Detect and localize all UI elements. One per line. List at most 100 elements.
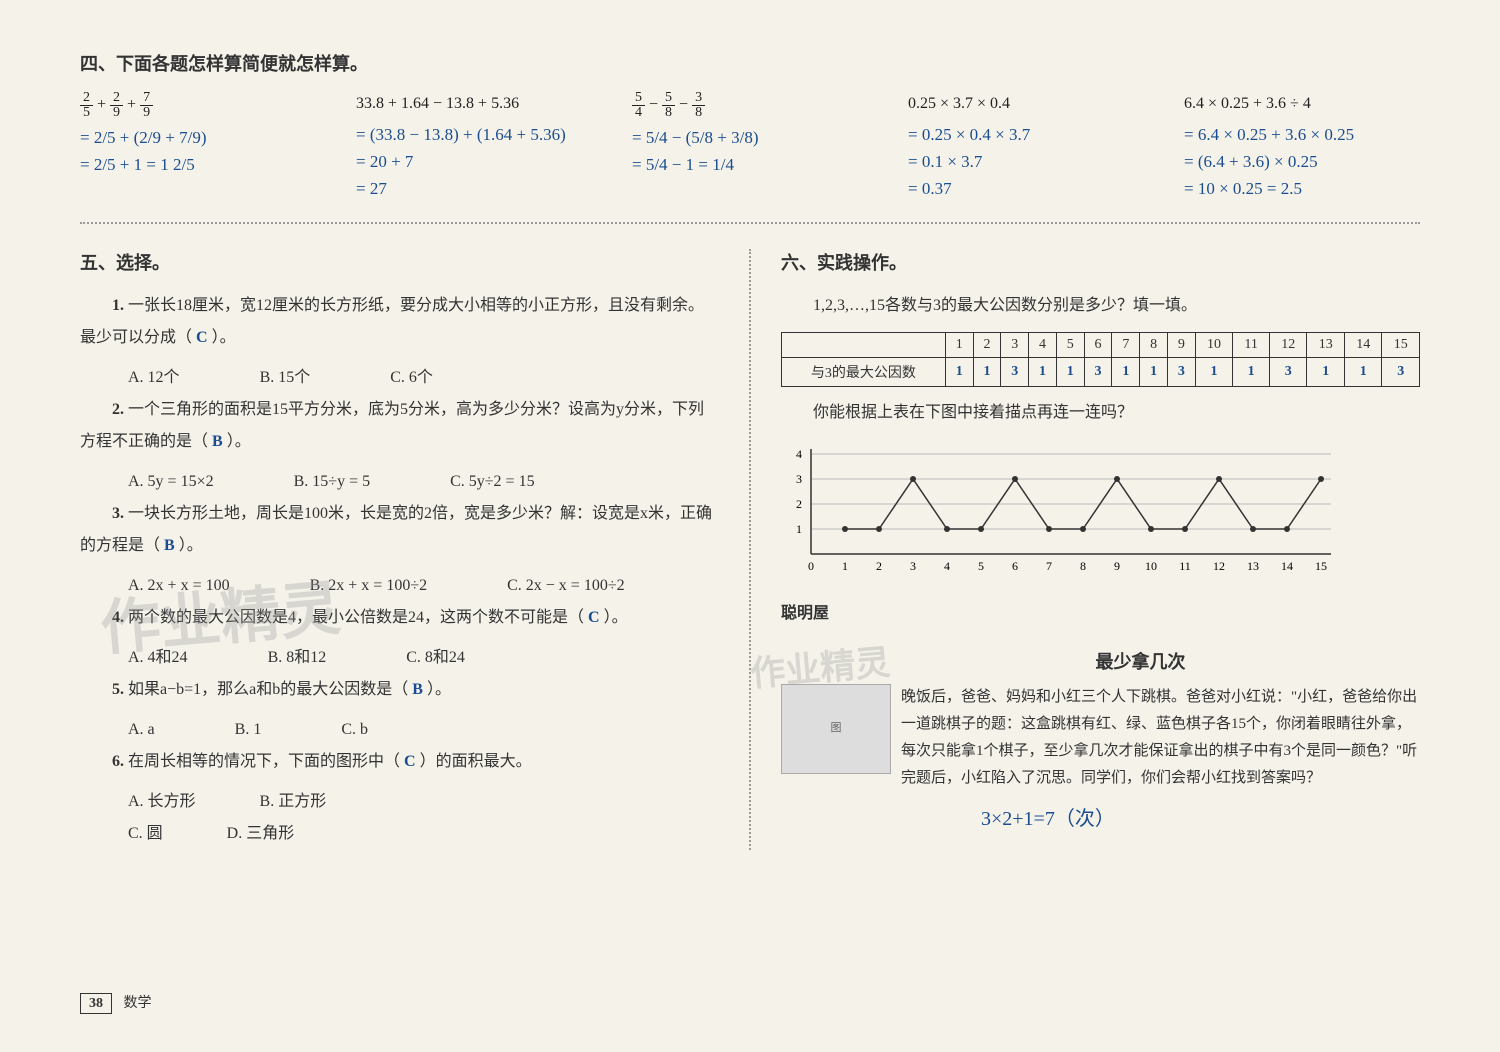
options-1: A. 12个B. 15个C. 6个 (80, 362, 719, 394)
question-6: 6. 在周长相等的情况下，下面的图形中（ C ）的面积最大。 (80, 746, 719, 778)
gcd-table: 123456789101112131415 与3的最大公因数1131131131… (781, 332, 1420, 387)
svg-text:14: 14 (1281, 559, 1293, 573)
num-header: 10 (1195, 333, 1232, 358)
calc-block-5: 6.4 × 0.25 + 3.6 ÷ 4 = 6.4 × 0.25 + 3.6 … (1184, 91, 1420, 202)
svg-text:1: 1 (796, 522, 802, 536)
question-4: 4. 两个数的最大公因数是4，最小公倍数是24，这两个数不可能是（ C ）。 (80, 602, 719, 634)
gcd-value: 1 (1140, 358, 1168, 387)
divider-vertical (749, 249, 751, 850)
num-header: 6 (1084, 333, 1112, 358)
section5: 五、选择。 1. 一张长18厘米，宽12厘米的长方形纸，要分成大小相等的小正方形… (80, 249, 719, 850)
options-5: A. aB. 1C. b (80, 714, 719, 746)
num-header: 11 (1233, 333, 1270, 358)
section6-title: 六、实践操作。 (781, 249, 1420, 275)
gcd-value: 1 (1112, 358, 1140, 387)
step: = 5/4 − (5/8 + 3/8) (632, 124, 868, 151)
num-header: 5 (1056, 333, 1084, 358)
step: = (6.4 + 3.6) × 0.25 (1184, 148, 1420, 175)
num-header: 3 (1001, 333, 1029, 358)
num-header: 9 (1167, 333, 1195, 358)
gcd-value: 1 (1056, 358, 1084, 387)
svg-text:2: 2 (876, 559, 882, 573)
gcd-value: 1 (945, 358, 973, 387)
svg-text:12: 12 (1213, 559, 1225, 573)
section6-intro: 1,2,3,…,15各数与3的最大公因数分别是多少？填一填。 (781, 290, 1420, 322)
num-header: 14 (1344, 333, 1381, 358)
calc-block-4: 0.25 × 3.7 × 0.4 = 0.25 × 0.4 × 3.7 = 0.… (908, 91, 1144, 202)
gcd-chart: 12340123456789101112131415 (781, 444, 1341, 584)
svg-text:0: 0 (808, 559, 814, 573)
calc-block-2: 33.8 + 1.64 − 13.8 + 5.36 = (33.8 − 13.8… (356, 91, 592, 202)
section4-title: 四、下面各题怎样算简便就怎样算。 (80, 50, 1420, 76)
step: = 5/4 − 1 = 1/4 (632, 151, 868, 178)
section6: 六、实践操作。 1,2,3,…,15各数与3的最大公因数分别是多少？填一填。 1… (781, 249, 1420, 850)
gcd-value: 3 (1167, 358, 1195, 387)
gcd-value: 1 (973, 358, 1001, 387)
options-4: A. 4和24B. 8和12C. 8和24 (80, 642, 719, 674)
gcd-value: 3 (1001, 358, 1029, 387)
svg-text:1: 1 (842, 559, 848, 573)
step: = 0.25 × 0.4 × 3.7 (908, 121, 1144, 148)
expr-3: 54 − 58 − 38 (632, 91, 868, 120)
num-header: 12 (1269, 333, 1306, 358)
step: = 0.37 (908, 175, 1144, 202)
calc-row: 25 + 29 + 79 = 2/5 + (2/9 + 7/9) = 2/5 +… (80, 91, 1420, 202)
expr-2: 33.8 + 1.64 − 13.8 + 5.36 (356, 91, 592, 117)
svg-text:11: 11 (1179, 559, 1191, 573)
section5-title: 五、选择。 (80, 249, 719, 275)
num-header: 4 (1029, 333, 1057, 358)
num-header: 13 (1307, 333, 1344, 358)
divider (80, 222, 1420, 224)
step: = (33.8 − 13.8) + (1.64 + 5.36) (356, 121, 592, 148)
gcd-value: 1 (1195, 358, 1232, 387)
story-answer: 3×2+1=7（次） (981, 802, 1420, 831)
step: = 6.4 × 0.25 + 3.6 × 0.25 (1184, 121, 1420, 148)
gcd-value: 1 (1307, 358, 1344, 387)
step: = 20 + 7 (356, 148, 592, 175)
svg-text:3: 3 (796, 472, 802, 486)
footer: 38 数学 (80, 992, 152, 1012)
svg-text:9: 9 (1114, 559, 1120, 573)
expr-5: 6.4 × 0.25 + 3.6 ÷ 4 (1184, 91, 1420, 117)
subject-label: 数学 (124, 996, 152, 1011)
gcd-value: 1 (1344, 358, 1381, 387)
step: = 27 (356, 175, 592, 202)
svg-text:8: 8 (1080, 559, 1086, 573)
question-5: 5. 如果a−b=1，那么a和b的最大公因数是（ B ）。 (80, 674, 719, 706)
svg-text:4: 4 (796, 447, 802, 461)
step: = 2/5 + (2/9 + 7/9) (80, 124, 316, 151)
svg-text:3: 3 (910, 559, 916, 573)
calc-block-1: 25 + 29 + 79 = 2/5 + (2/9 + 7/9) = 2/5 +… (80, 91, 316, 202)
expr-1: 25 + 29 + 79 (80, 91, 316, 120)
question-1: 1. 一张长18厘米，宽12厘米的长方形纸，要分成大小相等的小正方形，且没有剩余… (80, 290, 719, 354)
story-box: 图 晚饭后，爸爸、妈妈和小红三个人下跳棋。爸爸对小红说："小红，爸爸给你出一道跳… (781, 684, 1420, 792)
svg-text:7: 7 (1046, 559, 1052, 573)
chart-prompt: 你能根据上表在下图中接着描点再连一连吗？ (781, 397, 1420, 429)
step: = 0.1 × 3.7 (908, 148, 1144, 175)
gcd-value: 1 (1233, 358, 1270, 387)
page-number: 38 (80, 993, 112, 1014)
gcd-value: 3 (1084, 358, 1112, 387)
gcd-value: 1 (1029, 358, 1057, 387)
options-2: A. 5y = 15×2B. 15÷y = 5C. 5y÷2 = 15 (80, 466, 719, 498)
num-header: 15 (1382, 333, 1420, 358)
gcd-value: 3 (1269, 358, 1306, 387)
num-header: 7 (1112, 333, 1140, 358)
question-2: 2. 一个三角形的面积是15平方分米，底为5分米，高为多少分米？设高为y分米，下… (80, 394, 719, 458)
options-6: A. 长方形 B. 正方形C. 圆 D. 三角形 (80, 786, 719, 850)
story-icon: 图 (781, 684, 891, 774)
svg-text:6: 6 (1012, 559, 1018, 573)
svg-text:13: 13 (1247, 559, 1259, 573)
story-label: 聪明屋 (781, 599, 829, 623)
step: = 10 × 0.25 = 2.5 (1184, 175, 1420, 202)
svg-text:10: 10 (1145, 559, 1157, 573)
svg-text:15: 15 (1315, 559, 1327, 573)
num-header: 8 (1140, 333, 1168, 358)
gcd-row-label: 与3的最大公因数 (782, 358, 946, 387)
calc-block-3: 54 − 58 − 38 = 5/4 − (5/8 + 3/8) = 5/4 −… (632, 91, 868, 202)
story-title: 最少拿几次 (861, 648, 1420, 674)
question-3: 3. 一块长方形土地，周长是100米，长是宽的2倍，宽是多少米？解：设宽是x米，… (80, 498, 719, 562)
story-text: 晚饭后，爸爸、妈妈和小红三个人下跳棋。爸爸对小红说："小红，爸爸给你出一道跳棋子… (901, 684, 1420, 792)
svg-text:2: 2 (796, 497, 802, 511)
options-3: A. 2x + x = 100B. 2x + x = 100÷2C. 2x − … (80, 570, 719, 602)
